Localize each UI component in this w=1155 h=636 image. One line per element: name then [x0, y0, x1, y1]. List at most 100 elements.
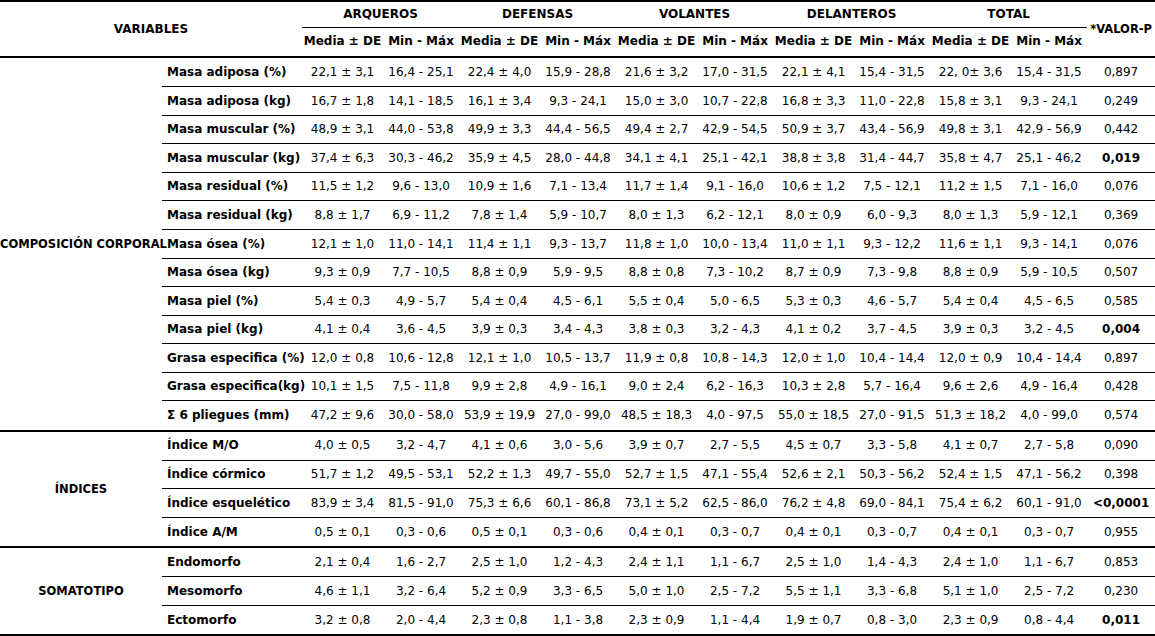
pvalue-cell: 0,369 — [1087, 201, 1155, 230]
min-max-cell: 4,5 - 6,5 — [1011, 287, 1087, 316]
min-max-cell: 9,3 - 12,2 — [854, 230, 930, 259]
anthropometric-comparison-table: VARIABLES ARQUEROS DEFENSAS VOLANTES DEL… — [0, 0, 1155, 636]
pvalue-cell: 0,853 — [1087, 547, 1155, 577]
min-max-cell: 7,5 - 11,8 — [383, 372, 459, 401]
min-max-cell: 6,2 - 16,3 — [697, 372, 773, 401]
mean-sd-cell: 8,0 ± 1,3 — [930, 201, 1011, 230]
table-row: Grasa especifica (%)12,0 ± 0,810,6 - 12,… — [0, 344, 1155, 373]
mean-sd-cell: 8,8 ± 1,7 — [302, 201, 383, 230]
variable-label: Masa adiposa (kg) — [162, 87, 302, 116]
min-max-cell: 3,2 - 4,5 — [1011, 315, 1087, 344]
variable-label: Endomorfo — [162, 547, 302, 577]
min-max-cell: 17,0 - 31,5 — [697, 57, 773, 87]
mean-sd-cell: 2,4 ± 1,0 — [930, 547, 1011, 577]
table-header: VARIABLES ARQUEROS DEFENSAS VOLANTES DEL… — [0, 1, 1155, 57]
mean-sd-cell: 11,4 ± 1,1 — [459, 230, 540, 259]
min-max-cell: 7,1 - 16,0 — [1011, 172, 1087, 201]
mean-sd-cell: 5,2 ± 0,9 — [459, 577, 540, 606]
mean-sd-cell: 55,0 ± 18,5 — [773, 401, 854, 431]
min-max-cell: 9,3 - 24,1 — [1011, 87, 1087, 116]
mean-sd-cell: 35,9 ± 4,5 — [459, 144, 540, 173]
table-row: Índice A/M0,5 ± 0,10,3 - 0,60,5 ± 0,10,3… — [0, 517, 1155, 547]
table-row: Mesomorfo4,6 ± 1,13,2 - 6,45,2 ± 0,93,3 … — [0, 577, 1155, 606]
min-max-cell: 60,1 - 86,8 — [540, 489, 616, 518]
min-max-cell: 4,6 - 5,7 — [854, 287, 930, 316]
mean-sd-cell: 11,0 ± 1,1 — [773, 230, 854, 259]
mean-sd-cell: 38,8 ± 3,8 — [773, 144, 854, 173]
variable-label: Índice córmico — [162, 460, 302, 489]
mean-sd-cell: 15,0 ± 3,0 — [616, 87, 697, 116]
mean-sd-cell: 22, 0± 3,6 — [930, 57, 1011, 87]
min-max-cell: 9,3 - 14,1 — [1011, 230, 1087, 259]
mean-sd-cell: 11,7 ± 1,4 — [616, 172, 697, 201]
mean-sd-cell: 8,8 ± 0,8 — [616, 258, 697, 287]
min-max-cell: 1,1 - 6,7 — [697, 547, 773, 577]
pvalue-cell: 0,019 — [1087, 144, 1155, 173]
mean-sd-cell: 53,9 ± 19,9 — [459, 401, 540, 431]
pvalue-cell: 0,574 — [1087, 401, 1155, 431]
min-max-cell: 1,4 - 4,3 — [854, 547, 930, 577]
min-max-cell: 4,9 - 16,1 — [540, 372, 616, 401]
mean-sd-cell: 8,0 ± 1,3 — [616, 201, 697, 230]
min-max-cell: 42,9 - 54,5 — [697, 115, 773, 144]
mean-sd-cell: 8,8 ± 0,9 — [930, 258, 1011, 287]
mean-sd-cell: 16,1 ± 3,4 — [459, 87, 540, 116]
pvalue-cell: 0,585 — [1087, 287, 1155, 316]
min-max-cell: 5,9 - 10,7 — [540, 201, 616, 230]
mean-sd-cell: 0,4 ± 0,1 — [773, 517, 854, 547]
table-row: Masa ósea (%)12,1 ± 1,011,0 - 14,111,4 ±… — [0, 230, 1155, 259]
variable-label: Masa ósea (kg) — [162, 258, 302, 287]
min-max-cell: 0,8 - 4,4 — [1011, 605, 1087, 635]
mean-sd-cell: 10,1 ± 1,5 — [302, 372, 383, 401]
min-max-cell: 1,6 - 2,7 — [383, 547, 459, 577]
min-max-cell: 15,9 - 28,8 — [540, 57, 616, 87]
mean-sd-cell: 9,9 ± 2,8 — [459, 372, 540, 401]
mean-sd-cell: 12,1 ± 1,0 — [459, 344, 540, 373]
min-max-cell: 44,0 - 53,8 — [383, 115, 459, 144]
min-max-cell: 1,1 - 6,7 — [1011, 547, 1087, 577]
mean-sd-cell: 52,7 ± 1,5 — [616, 460, 697, 489]
min-max-cell: 3,2 - 4,3 — [697, 315, 773, 344]
pvalue-cell: 0,230 — [1087, 577, 1155, 606]
min-max-cell: 3,2 - 6,4 — [383, 577, 459, 606]
min-max-cell: 9,6 - 13,0 — [383, 172, 459, 201]
table-row: Masa residual (%)11,5 ± 1,29,6 - 13,010,… — [0, 172, 1155, 201]
min-max-cell: 69,0 - 84,1 — [854, 489, 930, 518]
mean-sd-cell: 15,8 ± 3,1 — [930, 87, 1011, 116]
variable-label: Masa muscular (kg) — [162, 144, 302, 173]
variable-label: Mesomorfo — [162, 577, 302, 606]
pvalue-cell: 0,955 — [1087, 517, 1155, 547]
subheader-range: Min - Máx — [1011, 27, 1087, 57]
mean-sd-cell: 10,9 ± 1,6 — [459, 172, 540, 201]
table-row: COMPOSICIÓN CORPORALMasa adiposa (%)22,1… — [0, 57, 1155, 87]
mean-sd-cell: 11,6 ± 1,1 — [930, 230, 1011, 259]
mean-sd-cell: 47,2 ± 9,6 — [302, 401, 383, 431]
mean-sd-cell: 9,6 ± 2,6 — [930, 372, 1011, 401]
mean-sd-cell: 5,4 ± 0,4 — [459, 287, 540, 316]
min-max-cell: 2,7 - 5,8 — [1011, 431, 1087, 461]
mean-sd-cell: 49,8 ± 3,1 — [930, 115, 1011, 144]
mean-sd-cell: 34,1 ± 4,1 — [616, 144, 697, 173]
min-max-cell: 3,2 - 4,7 — [383, 431, 459, 461]
table-row: Masa muscular (kg)37,4 ± 6,330,3 - 46,23… — [0, 144, 1155, 173]
min-max-cell: 7,5 - 12,1 — [854, 172, 930, 201]
mean-sd-cell: 5,5 ± 0,4 — [616, 287, 697, 316]
min-max-cell: 44,4 - 56,5 — [540, 115, 616, 144]
mean-sd-cell: 37,4 ± 6,3 — [302, 144, 383, 173]
table-row: Masa adiposa (kg)16,7 ± 1,814,1 - 18,516… — [0, 87, 1155, 116]
min-max-cell: 10,5 - 13,7 — [540, 344, 616, 373]
mean-sd-cell: 3,9 ± 0,3 — [459, 315, 540, 344]
min-max-cell: 27,0 - 99,0 — [540, 401, 616, 431]
pvalue-cell: 0,076 — [1087, 230, 1155, 259]
min-max-cell: 81,5 - 91,0 — [383, 489, 459, 518]
mean-sd-cell: 75,4 ± 6,2 — [930, 489, 1011, 518]
mean-sd-cell: 3,2 ± 0,8 — [302, 605, 383, 635]
mean-sd-cell: 76,2 ± 4,8 — [773, 489, 854, 518]
mean-sd-cell: 75,3 ± 6,6 — [459, 489, 540, 518]
min-max-cell: 9,3 - 24,1 — [540, 87, 616, 116]
mean-sd-cell: 7,8 ± 1,4 — [459, 201, 540, 230]
table-row: Σ 6 pliegues (mm)47,2 ± 9,630,0 - 58,053… — [0, 401, 1155, 431]
mean-sd-cell: 11,2 ± 1,5 — [930, 172, 1011, 201]
min-max-cell: 15,4 - 31,5 — [1011, 57, 1087, 87]
min-max-cell: 31,4 - 44,7 — [854, 144, 930, 173]
